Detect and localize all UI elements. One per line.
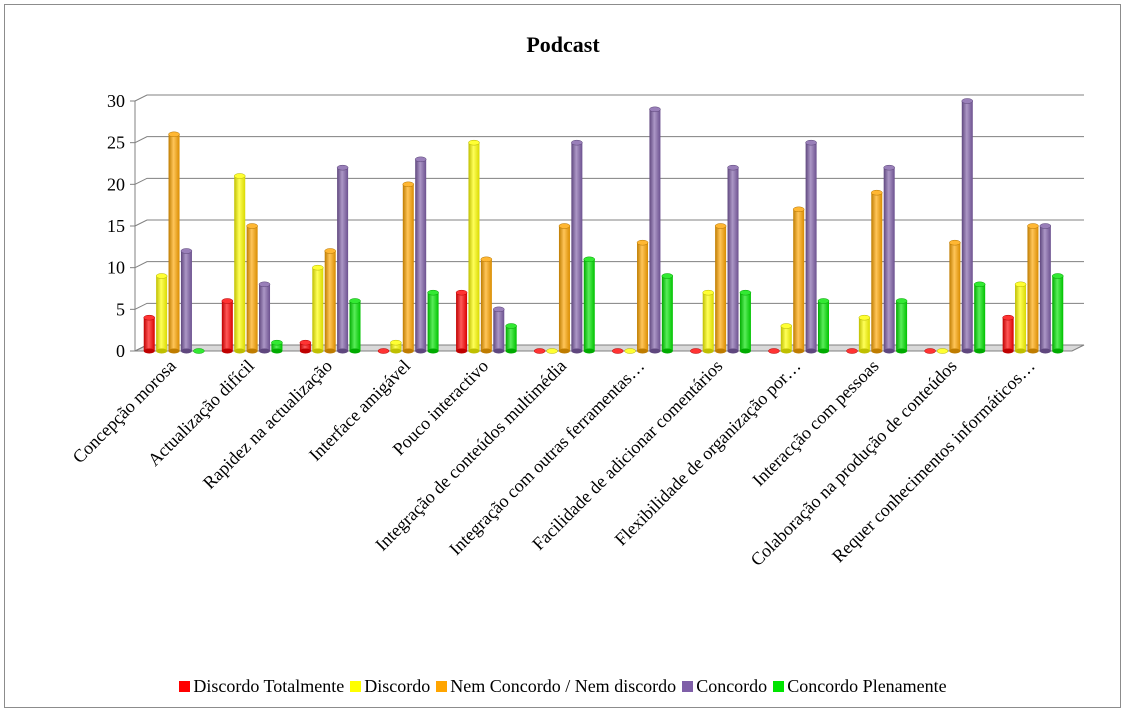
bar (702, 289, 714, 354)
bar (246, 223, 258, 354)
legend-label: Concordo Plenamente (787, 676, 947, 696)
y-tick-label: 20 (107, 174, 125, 194)
bar (155, 273, 168, 354)
bar (727, 164, 739, 354)
bar (1027, 223, 1039, 354)
bar (533, 348, 546, 354)
bars (143, 98, 1064, 354)
gridline (134, 177, 1084, 185)
legend-swatch (436, 681, 448, 692)
gridline (134, 302, 1084, 310)
bar (546, 348, 558, 354)
bar (871, 189, 883, 354)
bar (455, 289, 468, 354)
bar (973, 281, 986, 354)
bar (414, 156, 427, 354)
bar (714, 223, 727, 354)
x-tick-label: Interacção com pessoas (748, 356, 882, 490)
gridline (134, 219, 1084, 227)
bar (571, 139, 583, 354)
bar (739, 289, 752, 354)
bar (390, 339, 402, 354)
legend-item: Discordo Totalmente (179, 676, 344, 697)
bar (961, 98, 974, 354)
bar (143, 314, 155, 354)
bar (1002, 314, 1014, 354)
y-tick-label: 5 (116, 299, 125, 319)
bar (468, 139, 480, 354)
bar (233, 173, 246, 354)
legend-label: Nem Concordo / Nem discordo (450, 676, 677, 696)
bar (583, 256, 596, 354)
bar (690, 348, 702, 354)
bar (661, 273, 674, 354)
bar (1052, 273, 1064, 354)
bar (377, 348, 390, 354)
bar (611, 348, 624, 354)
legend: Discordo Totalmente Discordo Nem Concordo … (0, 676, 1126, 697)
bar (402, 181, 415, 354)
bar (924, 348, 936, 354)
bar (312, 264, 324, 354)
legend-swatch (682, 681, 694, 692)
bar (1039, 223, 1052, 354)
bar (636, 239, 649, 354)
bar (817, 298, 830, 354)
legend-label: Concordo (696, 676, 768, 696)
legend-swatch (179, 681, 191, 692)
legend-label: Discordo Totalmente (193, 676, 345, 696)
bar (336, 164, 349, 354)
y-tick-label: 30 (107, 91, 125, 111)
bar (299, 339, 312, 354)
y-tick-label: 25 (107, 133, 125, 153)
y-tick-label: 10 (107, 258, 125, 278)
bar (895, 298, 908, 354)
bar (193, 348, 205, 354)
bar (427, 289, 439, 354)
gridline (134, 136, 1084, 144)
y-tick-label: 0 (116, 341, 125, 361)
chart-title: Podcast (526, 32, 600, 57)
bar (258, 281, 271, 354)
x-tick-label: Rapidez na actualização (199, 356, 336, 493)
legend-item: Discordo (350, 676, 430, 697)
bar (649, 106, 661, 354)
bar (624, 348, 636, 354)
bar (324, 248, 336, 354)
y-tick-labels: 0 5 10 15 20 25 30 (107, 91, 125, 361)
bar (221, 298, 234, 354)
legend-label: Discordo (364, 676, 431, 696)
legend-item: Concordo Plenamente (773, 676, 947, 697)
y-tick-label: 15 (107, 216, 125, 236)
bar (883, 164, 895, 354)
bar (168, 131, 180, 354)
bar (480, 256, 493, 354)
bar (936, 348, 949, 354)
bar (846, 348, 858, 354)
gridline (134, 261, 1084, 269)
bar (271, 339, 283, 354)
bar (1014, 281, 1027, 354)
bar (505, 323, 517, 354)
bar (493, 306, 505, 354)
bar (949, 239, 961, 354)
bar (768, 348, 780, 354)
bar (805, 139, 817, 354)
bar (180, 248, 193, 354)
bar (858, 314, 871, 354)
bar (349, 298, 361, 354)
bar (792, 206, 805, 354)
legend-item: Nem Concordo / Nem discordo (436, 676, 676, 697)
legend-item: Concordo (682, 676, 767, 697)
bar (558, 223, 571, 354)
gridline (134, 94, 1084, 102)
bar (780, 323, 793, 354)
legend-swatch (773, 681, 785, 692)
chart-walls (134, 95, 1085, 352)
legend-swatch (350, 681, 362, 692)
